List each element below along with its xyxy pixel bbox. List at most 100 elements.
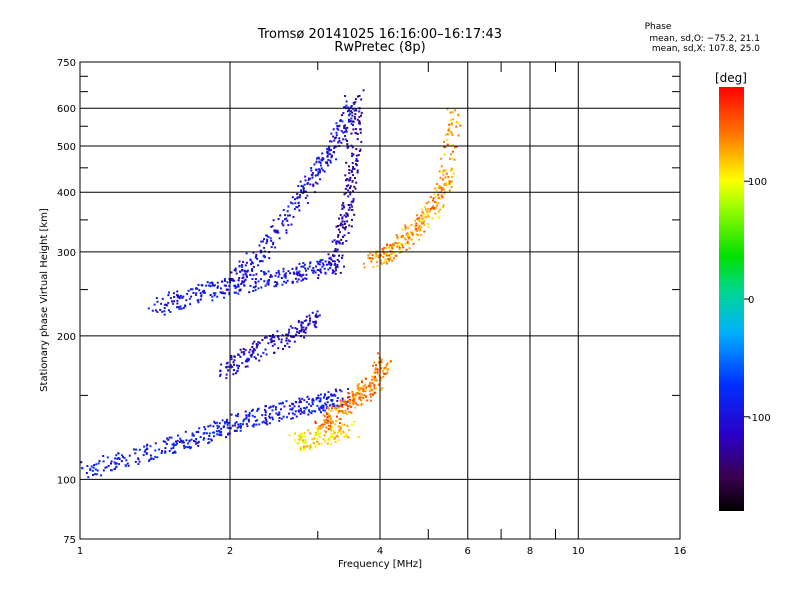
- echo-point: [358, 392, 361, 395]
- echo-point: [257, 287, 260, 290]
- echo-point: [331, 420, 334, 423]
- echo-point: [335, 409, 338, 411]
- echo-point: [143, 445, 146, 448]
- echo-point: [331, 240, 334, 243]
- echo-point: [326, 155, 329, 157]
- echo-point: [423, 216, 426, 219]
- echo-point: [179, 437, 182, 440]
- echo-point: [349, 402, 352, 405]
- echo-point: [427, 201, 430, 204]
- echo-point: [282, 415, 285, 418]
- echo-point: [335, 241, 338, 244]
- echo-point: [297, 196, 300, 199]
- echo-point: [354, 128, 357, 130]
- echo-point: [180, 307, 183, 310]
- echo-point: [310, 404, 313, 407]
- echo-point: [340, 401, 343, 404]
- echo-point: [330, 435, 333, 438]
- echo-point: [340, 222, 343, 225]
- echo-point: [376, 265, 379, 268]
- echo-point: [383, 372, 386, 375]
- echo-point: [233, 269, 236, 271]
- echo-point: [354, 177, 356, 180]
- echo-point: [288, 434, 291, 437]
- echo-point: [344, 192, 347, 194]
- echo-point: [355, 164, 358, 167]
- echo-point: [302, 326, 305, 329]
- echo-point: [441, 170, 444, 173]
- echo-point: [322, 264, 325, 266]
- echo-point: [435, 206, 437, 209]
- echo-point: [354, 131, 357, 134]
- echo-point: [216, 427, 219, 430]
- echo-point: [358, 150, 361, 152]
- echo-point: [396, 245, 399, 248]
- echo-point: [319, 393, 322, 396]
- echo-point: [446, 133, 449, 136]
- echo-point: [327, 428, 330, 431]
- echo-point: [213, 420, 216, 423]
- echo-point: [351, 107, 354, 110]
- echo-point: [265, 418, 267, 421]
- echo-point: [319, 169, 322, 172]
- echo-point: [135, 448, 138, 451]
- echo-point: [338, 418, 341, 420]
- echo-point: [356, 118, 359, 121]
- echo-point: [273, 343, 276, 346]
- echo-point: [451, 175, 453, 178]
- echo-point: [170, 447, 173, 450]
- echo-point: [298, 204, 301, 207]
- echo-point: [285, 229, 288, 232]
- echo-point: [125, 459, 128, 462]
- echo-point: [290, 417, 293, 420]
- echo-point: [364, 377, 367, 380]
- echo-point: [287, 333, 290, 336]
- echo-point: [219, 370, 222, 373]
- echo-point: [360, 98, 363, 101]
- echo-point: [344, 174, 347, 177]
- echo-point: [316, 182, 319, 185]
- echo-point: [420, 234, 423, 236]
- echo-point: [300, 328, 303, 331]
- echo-point: [373, 383, 376, 386]
- echo-point: [348, 120, 350, 123]
- echo-point: [350, 105, 353, 107]
- echo-point: [242, 420, 245, 423]
- echo-point: [382, 252, 385, 255]
- echo-point: [314, 174, 317, 177]
- echo-point: [257, 341, 260, 344]
- echo-point: [212, 292, 215, 295]
- echo-point: [288, 404, 291, 407]
- y-tick-label: 400: [57, 188, 76, 199]
- echo-point: [321, 152, 324, 155]
- echo-point: [301, 432, 303, 435]
- echo-point: [334, 137, 336, 140]
- echo-point: [336, 406, 339, 409]
- echo-point: [404, 224, 407, 227]
- echo-point: [332, 135, 335, 138]
- echo-point: [417, 227, 420, 230]
- echo-point: [319, 161, 322, 164]
- echo-point: [325, 426, 328, 429]
- echo-point: [306, 401, 308, 404]
- echo-point: [304, 179, 307, 182]
- echo-point: [300, 326, 303, 329]
- echo-point: [338, 430, 341, 433]
- echo-point: [250, 263, 252, 266]
- echo-point: [392, 244, 395, 247]
- echo-point: [339, 400, 342, 402]
- echo-point: [457, 121, 460, 124]
- echo-point: [325, 421, 328, 424]
- echo-point: [345, 240, 348, 242]
- echo-point: [300, 321, 303, 324]
- echo-point: [311, 403, 314, 406]
- echo-point: [233, 359, 236, 362]
- echo-point: [295, 333, 298, 336]
- echo-point: [306, 202, 309, 204]
- echo-point: [176, 439, 179, 442]
- y-tick-label: 500: [57, 142, 76, 153]
- echo-point: [128, 454, 131, 457]
- echo-point: [321, 258, 324, 261]
- echo-point: [349, 110, 352, 113]
- echo-point: [338, 137, 341, 140]
